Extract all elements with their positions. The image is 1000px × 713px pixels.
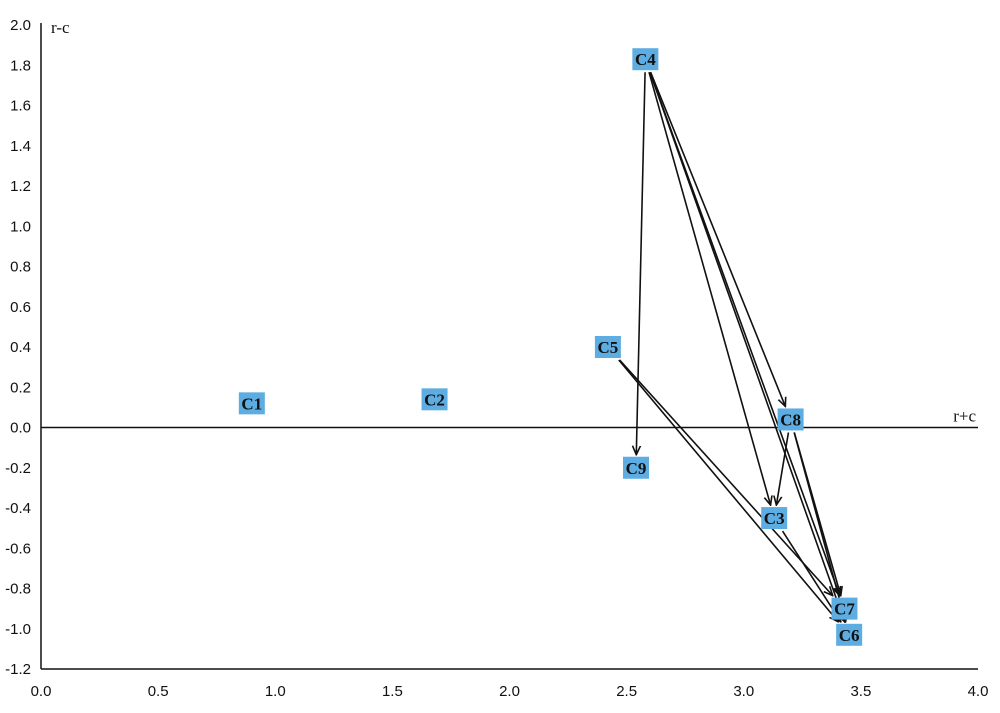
factor-node-label: C4: [635, 50, 656, 69]
factor-node-box: [777, 408, 804, 431]
x-tick-label: 3.0: [733, 683, 754, 700]
factor-node-c6: C6: [836, 623, 863, 646]
factor-node-c4: C4: [632, 48, 659, 71]
factor-nodes: C1 C2 C3 C4 C5 C6 C7 C8 C9: [238, 48, 863, 646]
x-tick-label: 3.5: [850, 683, 871, 700]
factor-node-c7: C7: [831, 597, 858, 620]
factor-node-label: C3: [764, 509, 785, 528]
y-tick-label: -0.4: [5, 500, 31, 517]
factor-node-c3: C3: [761, 507, 788, 530]
y-axis-title: r-c: [51, 18, 70, 37]
y-tick-label: 0.0: [10, 420, 31, 437]
x-axis-title: r+c: [953, 407, 976, 426]
y-tick-label: -0.2: [5, 460, 31, 477]
factor-node-c5: C5: [594, 336, 621, 358]
factor-node-label: C6: [839, 626, 860, 645]
factor-node-box: [761, 507, 788, 530]
x-tick-label: 2.0: [499, 683, 520, 700]
tick-labels: 0.0 0.5 1.0 1.5 2.0 2.5 3.0 3.5 4.0 2.0 1.8 1.6 1.4 1…: [5, 17, 988, 700]
factor-node-box: [836, 623, 863, 646]
factor-node-c8: C8: [777, 408, 804, 431]
y-tick-label: -0.8: [5, 581, 31, 598]
x-tick-label: 0.5: [148, 683, 169, 700]
influence-arrow-c8-to-c6: [793, 432, 845, 621]
factor-node-box: [831, 597, 858, 620]
factor-node-c1: C1: [238, 392, 265, 415]
x-tick-label: 1.0: [265, 683, 286, 700]
influence-arrow-c4-to-c8: [649, 71, 786, 406]
influence-arrow-c5-to-c6: [618, 359, 838, 622]
factor-node-box: [594, 336, 621, 358]
y-tick-label: 1.6: [10, 98, 31, 115]
influence-arrow-c4-to-c9: [636, 72, 646, 455]
factor-node-c2: C2: [421, 388, 448, 411]
influence-arrow-c4-to-c6: [649, 71, 845, 622]
y-tick-label: -1.2: [5, 661, 31, 678]
x-tick-label: 4.0: [968, 683, 989, 700]
factor-node-label: C2: [424, 390, 445, 409]
factor-node-box: [632, 48, 659, 71]
factor-node-label: C5: [597, 338, 618, 357]
influence-arrow-c4-to-c3: [648, 71, 771, 505]
y-tick-label: 1.8: [10, 57, 31, 74]
y-tick-label: 1.0: [10, 218, 31, 235]
factor-node-label: C9: [626, 459, 647, 478]
y-tick-label: 0.8: [10, 259, 31, 276]
x-tick-label: 1.5: [382, 683, 403, 700]
factor-node-box: [421, 388, 448, 411]
y-tick-label: 0.2: [10, 379, 31, 396]
factor-node-label: C1: [241, 394, 262, 413]
x-tick-label: 0.0: [31, 683, 52, 700]
x-tick-label: 2.5: [616, 683, 637, 700]
factor-node-label: C7: [834, 600, 855, 619]
y-tick-label: -0.6: [5, 540, 31, 557]
axes: r-c r+c: [40, 18, 978, 670]
factor-node-c9: C9: [622, 456, 649, 479]
influence-arrow-c3-to-c6: [781, 530, 841, 622]
influence-arrows: [618, 71, 846, 622]
y-tick-label: 2.0: [10, 17, 31, 34]
factor-node-label: C8: [780, 410, 801, 429]
y-tick-label: 0.4: [10, 339, 31, 356]
y-tick-label: -1.0: [5, 621, 31, 638]
factor-node-box: [622, 456, 649, 479]
y-tick-label: 1.2: [10, 178, 31, 195]
factor-node-box: [238, 392, 265, 415]
y-tick-label: 1.4: [10, 138, 31, 155]
y-tick-label: 0.6: [10, 299, 31, 316]
influence-arrow-c8-to-c3: [776, 432, 790, 505]
influence-arrow-c5-to-c7: [619, 359, 833, 596]
